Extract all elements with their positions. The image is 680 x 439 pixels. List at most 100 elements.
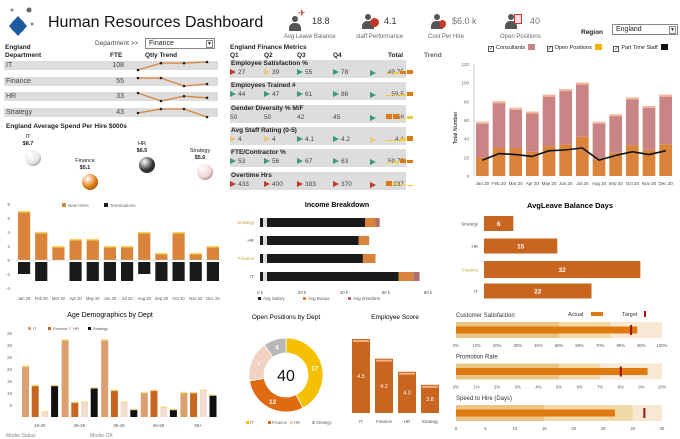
x-tick-label: 80 k (424, 290, 433, 295)
chevron-down-icon[interactable]: ▼ (669, 26, 676, 34)
spend-value: $5.1 (79, 165, 91, 171)
person-plane-icon (288, 16, 302, 32)
gear-icon (370, 18, 379, 27)
table-row[interactable]: HR 33 (4, 91, 218, 103)
flag-icon (264, 158, 270, 165)
trend-bar (386, 73, 392, 74)
coin-icon (439, 20, 446, 28)
bar-leave (484, 283, 592, 299)
checkbox-checked-icon[interactable]: ✓ (488, 46, 494, 52)
x-tick-label: Apr 20 (69, 296, 82, 301)
metric-q3: 67 (297, 158, 312, 165)
checkbox-checked-icon[interactable]: ✓ (613, 46, 620, 52)
bar-new-hires (69, 239, 82, 260)
metrics-title: England Finance Metrics (230, 44, 307, 51)
legend-swatch (268, 421, 271, 424)
y-tick-label: HR (472, 244, 479, 249)
bar-score (398, 371, 416, 413)
region-dropdown[interactable]: England ▼ (612, 24, 678, 35)
bar-cap (121, 246, 134, 248)
bar-new-hires (206, 246, 219, 260)
bar-cap (509, 107, 522, 110)
kpi-value: 18.8 (312, 16, 330, 26)
target-marker (643, 408, 646, 418)
bar-consultants (542, 94, 556, 147)
y-axis-label: Total Number (453, 111, 459, 144)
department-dropdown[interactable]: Finance ▼ (145, 38, 215, 49)
legend-swatch (258, 297, 261, 300)
x-tick-label: Dec 20 (659, 181, 674, 186)
flag-icon (333, 91, 339, 98)
bar-cap (576, 82, 589, 85)
legend-avg-overtime: Avg Overtime (353, 296, 381, 301)
metric-value: 50 (230, 113, 238, 121)
bar-open-positions (526, 151, 539, 176)
metric-value: 4.1 (305, 135, 315, 143)
legend-it: IT (250, 420, 254, 425)
metric-group[interactable]: Gender Diversity % M/F50504245558 (230, 104, 406, 123)
x-tick-label: 25 (601, 426, 606, 431)
metric-value: 4 (272, 135, 276, 143)
bar-avg-overtime (413, 272, 420, 281)
x-tick-label: 10% (472, 343, 481, 348)
y-tick-label: 2 (7, 244, 10, 249)
bar-cap (353, 340, 369, 342)
legend-swatch (246, 421, 249, 424)
legend-swatch (28, 327, 31, 330)
y-tick-label: IT (474, 289, 478, 294)
dept-name: Strategy (6, 108, 33, 116)
legend-open-positions[interactable]: ✓ Open Positions (546, 44, 602, 52)
department-label: Department >> (95, 40, 139, 47)
y-tick-label: Finance (462, 268, 479, 273)
legend-part-time[interactable]: ✓ Part Time Staff (613, 44, 668, 52)
checkbox-checked-icon[interactable]: ✓ (546, 46, 553, 52)
metric-group[interactable]: Overtime Hrs433400383370397 (230, 171, 406, 190)
metric-group[interactable]: Employees Trained #44 47 61 86 59.5 (230, 82, 406, 101)
metric-value: 370 (341, 180, 352, 188)
x-tick-label: 55+ (194, 423, 202, 428)
bar-strategy (169, 409, 177, 417)
bar-cap (130, 408, 138, 411)
metric-q3: 383 (297, 180, 316, 188)
table-row[interactable]: IT 108 (4, 60, 218, 72)
table-row[interactable]: Strategy 43 (4, 107, 218, 118)
x-tick-label: 80% (617, 343, 626, 348)
bar-consultants (559, 89, 572, 145)
y-tick-label: 0 (466, 174, 469, 179)
bar-cap (609, 114, 622, 117)
fte-value: 108 (112, 62, 124, 69)
sparkline-point (205, 96, 209, 100)
dept-name: HR (6, 93, 17, 100)
bar-cap (160, 406, 168, 408)
metric-value: 4 (238, 135, 242, 143)
table-row[interactable]: Finance 55 (4, 76, 218, 87)
chevron-down-icon[interactable]: ▼ (206, 40, 213, 48)
bar-actual (456, 326, 638, 334)
chart-title: Income Breakdown (305, 202, 369, 209)
x-tick-label: Feb 20 (35, 296, 49, 301)
metric-value: 50 (264, 113, 272, 121)
x-tick-label: May 20 (86, 296, 100, 301)
flag-icon (297, 69, 303, 75)
x-tick-label: Oct 20 (172, 296, 185, 301)
legend-swatch (348, 297, 351, 300)
metric-group[interactable]: Employee Satisfaction %2739557849.75 (230, 60, 406, 78)
bullet-charts: Actual Target Customer Satisfaction 0% 10% 20… (453, 311, 668, 431)
x-tick-label: 90% (637, 343, 646, 348)
metric-group[interactable]: FTE/Contractor %5356676359.75 (230, 149, 406, 168)
bar-it (180, 393, 188, 417)
flag-icon (370, 181, 376, 188)
metric-group[interactable]: Avg Staff Rating (0-5)4 4 4.1 4.2 4.1 (230, 126, 406, 145)
hires-chart: -4 -2 0 2 4 6 8 New Hires Terminations Jan 20 Feb … (6, 202, 222, 301)
x-tick-label: 20 k (298, 290, 307, 295)
x-tick-label: 1% (474, 385, 480, 390)
metric-q4: 4.2 (333, 135, 350, 143)
x-tick-label: Jan 20 (18, 296, 31, 301)
bar-it (61, 340, 69, 417)
sparkline-point (159, 61, 163, 65)
x-tick-label: Jul 20 (576, 181, 589, 186)
legend-consultants[interactable]: ✓ Consultants (488, 44, 536, 52)
bar-cap (172, 232, 185, 234)
bar-open-positions (592, 159, 606, 176)
trend-bar (386, 139, 392, 141)
